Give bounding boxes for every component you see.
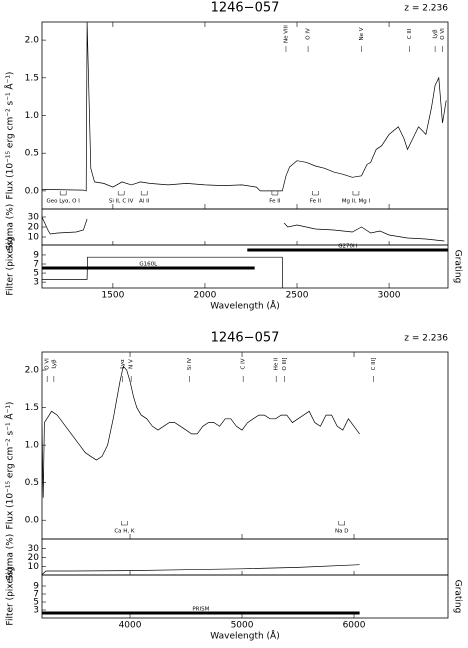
line-id: C III] (371, 358, 377, 371)
chart-title: 1246−057 (211, 1, 280, 16)
filter-label: Filter (pixels) (6, 567, 16, 625)
line-id-bracket (140, 191, 148, 196)
line-id-bracket (117, 191, 125, 196)
filter-tick-label: 9 (33, 582, 39, 592)
x-axis-label: Wavelength (Å) (210, 630, 279, 642)
filter-tick-label: 5 (33, 269, 39, 279)
line-id-bracket (338, 521, 345, 526)
line-id-bracket (121, 521, 128, 526)
filter-tick-label: 3 (33, 278, 39, 288)
line-id: C IV (241, 358, 247, 369)
line-id: N V (129, 359, 135, 369)
sigma-label: Sigma (%) (6, 534, 16, 581)
y-tick-label: 1.0 (25, 111, 40, 121)
filter-tick-label: 3 (33, 606, 39, 616)
line-id: Ca H, K (114, 529, 135, 535)
panel-frame (41, 21, 449, 210)
panel-frame (41, 574, 449, 619)
sigma-tick-label: 30 (28, 213, 40, 223)
panel-frame (41, 208, 449, 246)
flux-line (42, 365, 360, 498)
line-id: Mg II, Mg I (342, 199, 371, 205)
y-tick-label: 0.0 (25, 186, 40, 196)
line-id: Fe II (310, 199, 322, 205)
filter-line (42, 256, 284, 288)
panel-frame (41, 351, 449, 540)
line-id-bracket (59, 191, 67, 196)
y-tick-label: 1.5 (25, 403, 39, 413)
sigma-line (42, 216, 445, 242)
x-tick-label: 1500 (101, 291, 124, 301)
sigma-tick-label: 20 (28, 553, 40, 563)
filter-tick-label: 7 (33, 590, 39, 600)
x-tick-label: 6000 (343, 621, 366, 631)
line-id: Fe II (269, 199, 281, 205)
line-id-bracket (352, 191, 360, 196)
x-tick-label: 4000 (119, 621, 142, 631)
line-id: Lyβ (433, 29, 439, 39)
line-id: Si II, C IV (109, 199, 134, 205)
y-tick-label: 1.0 (25, 441, 40, 451)
x-axis-label: Wavelength (Å) (210, 300, 279, 312)
sigma-tick-label: 10 (28, 233, 40, 243)
line-id: Al II (139, 199, 150, 205)
filter-tick-label: 5 (33, 598, 39, 608)
line-id: Si IV (187, 358, 193, 370)
y-tick-label: 0.5 (25, 149, 39, 159)
line-id: Ne V (359, 27, 365, 40)
line-id: Lyα (120, 359, 126, 369)
line-id: Ne VIII (283, 25, 289, 43)
grating-name: PRISM (192, 607, 209, 613)
grating-label: Grating (453, 580, 463, 614)
x-tick-label: 2000 (193, 291, 216, 301)
subtitle: z = 2.236 (404, 4, 448, 14)
y-tick-label: 2.0 (25, 366, 40, 376)
line-id: Geo Lyα, O I (46, 199, 80, 205)
x-tick-label: 3000 (378, 291, 401, 301)
line-id: O IV (306, 28, 312, 40)
filter-label: Filter (pixels) (6, 237, 16, 295)
grating-name: G270H (338, 244, 357, 250)
sigma-label: Sigma (%) (6, 204, 16, 251)
line-id: Lyβ (51, 359, 57, 369)
x-tick-label: 2500 (286, 291, 309, 301)
grating-name: G160L (139, 262, 158, 268)
sigma-tick-label: 10 (28, 562, 40, 572)
sigma-tick-label: 20 (28, 223, 40, 233)
sigma-line (42, 564, 360, 575)
grating-label: Grating (453, 250, 463, 284)
line-id: He II (274, 357, 280, 370)
flux-line (42, 22, 447, 192)
line-id: O VI (440, 28, 446, 40)
panel-frame (41, 538, 449, 576)
subtitle: z = 2.236 (404, 334, 448, 344)
y-tick-label: 2.0 (25, 36, 40, 46)
line-id-bracket (312, 191, 319, 196)
y-axis-label: Flux (10⁻¹⁵ erg cm⁻² s⁻¹ Å⁻¹) (4, 402, 16, 530)
filter-tick-label: 7 (33, 260, 39, 270)
x-tick-label: 5000 (231, 621, 254, 631)
line-id: Na D (335, 529, 348, 535)
y-tick-label: 1.5 (25, 73, 39, 83)
line-id: O VI (45, 358, 51, 370)
y-axis-label: Flux (10⁻¹⁵ erg cm⁻² s⁻¹ Å⁻¹) (4, 72, 16, 200)
line-id-bracket (271, 191, 279, 196)
filter-tick-label: 9 (33, 250, 39, 260)
sigma-tick-label: 30 (28, 544, 40, 554)
y-tick-label: 0.0 (25, 516, 40, 526)
line-id: C III (407, 28, 413, 39)
line-id: O III] (282, 357, 288, 370)
y-tick-label: 0.5 (25, 478, 39, 488)
chart-title: 1246−057 (211, 331, 280, 346)
